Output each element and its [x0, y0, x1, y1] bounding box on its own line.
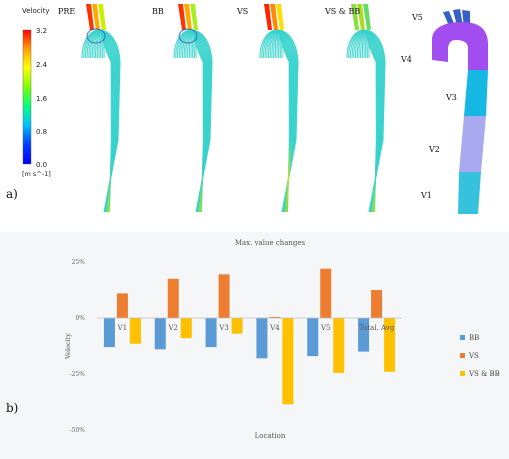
colorbar-tick-label: 1.6: [36, 95, 48, 103]
streamline: [193, 33, 204, 213]
streamline-branch: [98, 4, 106, 30]
legend-label: VS: [468, 352, 479, 360]
segment-v5-branch: [443, 11, 455, 26]
bar-bb: [307, 318, 319, 357]
case-label-vs-bb: VS & BB: [324, 7, 360, 16]
colorbar-title: Velocity: [22, 7, 49, 15]
bar-vs: [116, 293, 128, 318]
streamline: [279, 33, 290, 213]
streamline: [274, 32, 293, 213]
bar-vs-bb: [129, 318, 141, 344]
segment-label-v5: V5: [411, 13, 423, 22]
segmented-aorta: V5 V4 V3 V2 V1: [400, 9, 488, 214]
y-axis-ticks: 25% 0% -25% -50%: [70, 259, 86, 434]
streamline-branch: [178, 4, 186, 30]
streamline-aorta: [81, 4, 121, 213]
segment-label-v2: V2: [428, 145, 440, 154]
segment-v1: [458, 172, 481, 214]
segment-v2: [459, 116, 486, 172]
colorbar-tick-label: 2.4: [36, 61, 48, 69]
segment-v5-branch: [453, 9, 463, 26]
case-label-pre: PRE: [58, 7, 75, 16]
legend-label: VS & BB: [468, 370, 500, 378]
panel-a-background: [0, 0, 509, 232]
colorbar-tick-label: 3.2: [36, 27, 47, 35]
streamline: [96, 32, 115, 213]
panel-b-label: b): [6, 401, 18, 415]
bar-bb: [103, 318, 115, 348]
colorbar-tick-label: 0.8: [36, 128, 47, 136]
y-axis-title: Velocity: [64, 333, 72, 360]
vortex-streamline: [178, 28, 198, 44]
legend: BB VS VS & BB: [460, 334, 500, 378]
streamline: [101, 33, 112, 213]
streamline-branch: [363, 4, 371, 30]
category-label: V1: [117, 324, 128, 332]
y-tick-label: 0%: [75, 315, 85, 322]
streamline: [361, 32, 380, 213]
streamline-aortas: [81, 4, 386, 213]
bar-vs: [218, 274, 230, 318]
streamline-branch: [357, 4, 365, 30]
y-tick-label: -50%: [70, 427, 86, 434]
bar-vs-bb: [231, 318, 243, 334]
bar-vs-bb: [384, 318, 396, 372]
colorbar-tick-label: 0.0: [36, 161, 47, 169]
streamline-branch: [270, 4, 278, 30]
category-label: V3: [218, 324, 229, 332]
category-label: V5: [320, 324, 331, 332]
bar-vs: [371, 290, 383, 318]
legend-label: BB: [469, 334, 479, 342]
streamline: [366, 33, 377, 213]
y-tick-label: 25%: [72, 259, 86, 266]
chart-title: Max. value changes: [235, 239, 306, 247]
bar-bb: [205, 318, 217, 348]
velocity-colorbar: Velocity 3.2 2.4 1.6 0.8 0.0 [m s^-1]: [22, 7, 51, 178]
colorbar-unit: [m s^-1]: [22, 170, 51, 178]
category-label: Total. Avg: [359, 324, 395, 332]
case-label-vs: VS: [236, 7, 248, 16]
bar-bb: [154, 318, 166, 350]
x-axis-title: Location: [255, 432, 286, 440]
bar-vs: [269, 316, 281, 318]
bar-vs-bb: [282, 318, 294, 405]
segment-label-v4: V4: [400, 55, 412, 64]
streamline-branch: [184, 4, 192, 30]
streamline-aorta: [173, 4, 213, 213]
category-label: V2: [167, 324, 178, 332]
streamline: [188, 32, 207, 213]
case-label-bb: BB: [152, 7, 164, 16]
y-tick-label: -25%: [70, 371, 86, 378]
bars: [103, 268, 396, 405]
legend-swatch: [460, 353, 465, 358]
bar-vs-bb: [180, 318, 192, 339]
category-label: V4: [269, 324, 280, 332]
segment-label-v3: V3: [445, 93, 457, 102]
streamline-branch: [86, 4, 94, 30]
bar-vs-bb: [333, 318, 345, 373]
streamline-branch: [276, 4, 284, 30]
streamline-branch: [351, 4, 359, 30]
bar-bb: [256, 318, 268, 359]
streamline-aorta: [259, 4, 299, 213]
streamline-aorta: [346, 4, 386, 213]
streamline-branch: [264, 4, 272, 30]
bar-vs: [167, 278, 179, 318]
legend-swatch: [460, 371, 465, 376]
streamline-branch: [92, 4, 100, 30]
legend-swatch: [460, 335, 465, 340]
colorbar-gradient: [22, 29, 32, 165]
streamline-branch: [190, 4, 198, 30]
segment-v3: [464, 70, 488, 116]
category-labels: V1 V2 V3 V4 V5 Total. Avg: [117, 324, 395, 332]
bar-bb: [358, 318, 370, 352]
panel-a-label: a): [6, 187, 18, 201]
vortex-streamline: [86, 28, 106, 44]
panel-b-background: [0, 232, 509, 455]
segment-v4: [432, 22, 488, 70]
bar-vs: [320, 268, 332, 318]
segment-label-v1: V1: [420, 191, 432, 200]
